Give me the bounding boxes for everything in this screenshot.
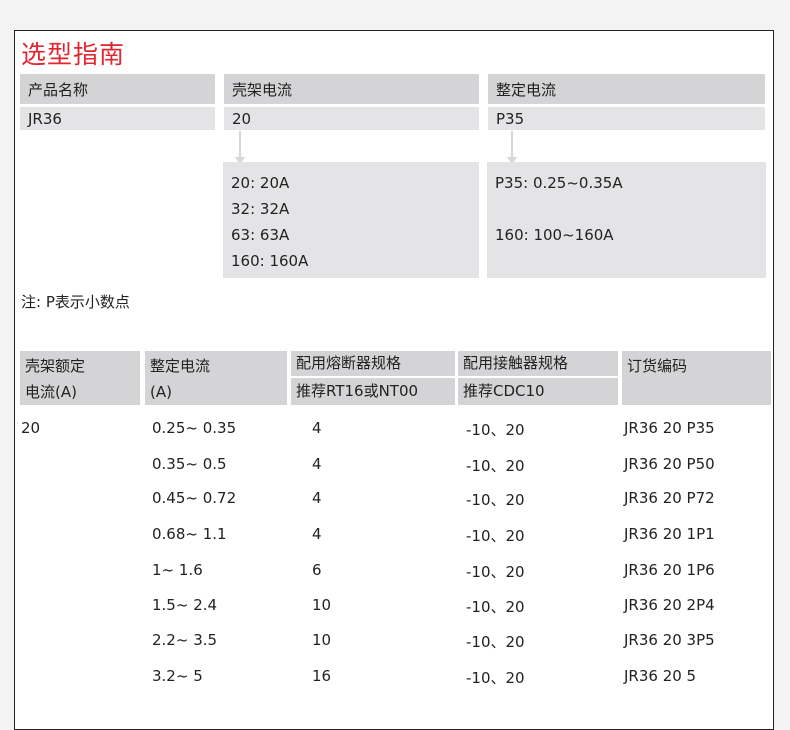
table-cell: -10、20 — [466, 563, 525, 581]
header-frame-current: 壳架电流 — [224, 74, 479, 104]
value-frame-current: 20 — [224, 107, 479, 130]
table-cell: 6 — [312, 561, 322, 579]
table-cell: -10、20 — [466, 527, 525, 545]
note: 注: P表示小数点 — [21, 293, 130, 311]
th-contactor: 配用接触器规格 — [458, 351, 618, 376]
cell-frame: 20 — [21, 419, 41, 437]
table-cell: 4 — [312, 419, 322, 437]
table-cell: JR36 20 P35 — [624, 419, 715, 437]
th-text: 电流(A) — [25, 383, 77, 401]
table-cell: 0.25~ 0.35 — [152, 419, 237, 437]
th-contactor-recommend: 推荐CDC10 — [458, 378, 618, 405]
table-cell: 4 — [312, 455, 322, 473]
frame-options-box: 20: 20A 32: 32A 63: 63A 160: 160A — [223, 162, 479, 278]
table-cell: 0.45~ 0.72 — [152, 489, 237, 507]
setting-option: P35: 0.25~0.35A — [495, 174, 623, 192]
th-text: 整定电流 — [150, 357, 211, 375]
frame-option: 160: 160A — [231, 252, 309, 270]
setting-option: 160: 100~160A — [495, 226, 614, 244]
table-cell: 0.35~ 0.5 — [152, 455, 227, 473]
table-cell: JR36 20 1P6 — [624, 561, 715, 579]
frame-option: 20: 20A — [231, 174, 290, 192]
page-title: 选型指南 — [21, 40, 126, 69]
table-cell: 1~ 1.6 — [152, 561, 203, 579]
table-cell: -10、20 — [466, 633, 525, 651]
table-cell: JR36 20 1P1 — [624, 525, 715, 543]
table-cell: -10、20 — [466, 457, 525, 475]
th-text: 壳架额定 — [25, 357, 86, 375]
th-fuse-recommend: 推荐RT16或NT00 — [291, 378, 455, 405]
value-product-name: JR36 — [20, 107, 215, 130]
th-order-code: 订货编码 — [622, 351, 771, 405]
table-cell: -10、20 — [466, 421, 525, 439]
table-cell: 4 — [312, 525, 322, 543]
table-cell: JR36 20 2P4 — [624, 596, 715, 614]
table-cell: JR36 20 5 — [624, 667, 697, 685]
arrow-down-icon — [507, 131, 517, 164]
table-cell: 0.68~ 1.1 — [152, 525, 227, 543]
arrow-down-icon — [235, 131, 245, 164]
th-fuse: 配用熔断器规格 — [291, 351, 455, 376]
table-cell: -10、20 — [466, 669, 525, 687]
selection-guide-panel: 选型指南 产品名称 壳架电流 整定电流 JR36 20 P35 20: 20A … — [14, 30, 774, 730]
th-setting-current: 整定电流 (A) — [145, 351, 287, 405]
table-cell: 10 — [312, 596, 332, 614]
table-cell: 16 — [312, 667, 332, 685]
table-cell: 1.5~ 2.4 — [152, 596, 218, 614]
table-cell: -10、20 — [466, 598, 525, 616]
header-setting-current: 整定电流 — [488, 74, 765, 104]
table-cell: JR36 20 P72 — [624, 489, 715, 507]
th-frame-rated: 壳架额定电流(A) — [20, 351, 140, 405]
table-cell: 4 — [312, 489, 322, 507]
frame-option: 32: 32A — [231, 200, 290, 218]
frame-option: 63: 63A — [231, 226, 290, 244]
table-cell: 10 — [312, 631, 332, 649]
table-cell: 3.2~ 5 — [152, 667, 203, 685]
th-text: (A) — [150, 383, 172, 401]
table-cell: JR36 20 P50 — [624, 455, 715, 473]
table-cell: 2.2~ 3.5 — [152, 631, 218, 649]
header-product-name: 产品名称 — [20, 74, 215, 104]
value-setting-current: P35 — [488, 107, 765, 130]
setting-options-box: P35: 0.25~0.35A 160: 100~160A — [487, 162, 766, 278]
table-cell: -10、20 — [466, 491, 525, 509]
table-cell: JR36 20 3P5 — [624, 631, 715, 649]
